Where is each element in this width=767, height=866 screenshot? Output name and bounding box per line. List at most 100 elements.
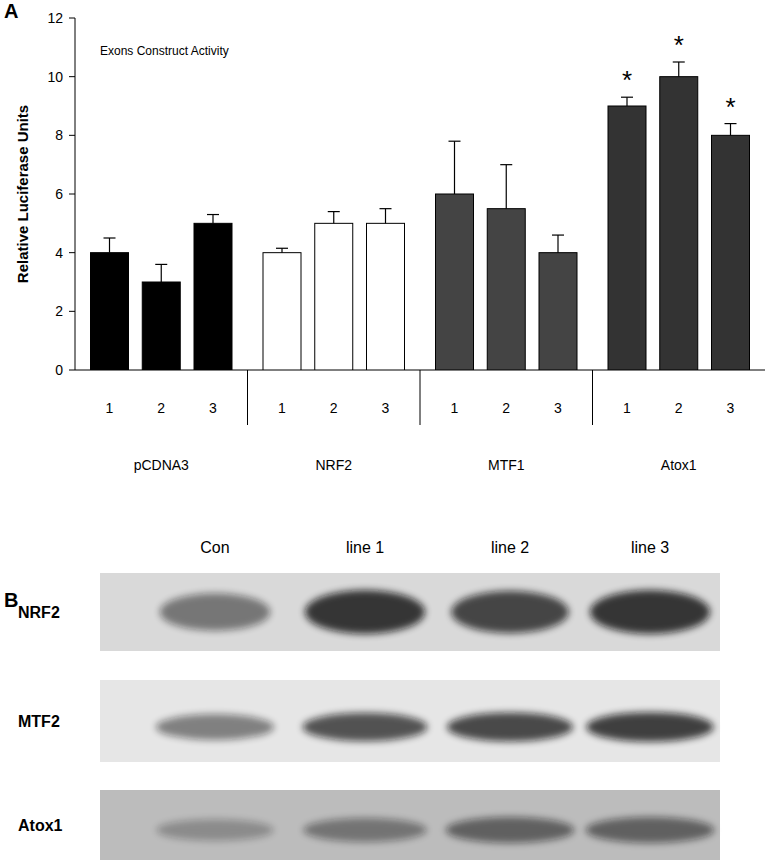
significance-mark: * xyxy=(622,65,632,95)
group-label: MTF1 xyxy=(488,457,525,473)
error-cap xyxy=(725,123,737,124)
y-tick xyxy=(69,135,75,136)
blot-band xyxy=(303,713,428,742)
chart-title: Exons Construct Activity xyxy=(100,44,229,58)
error-bar xyxy=(621,97,633,106)
y-tick xyxy=(69,194,75,195)
error-stem xyxy=(626,97,627,106)
error-stem xyxy=(385,209,386,224)
y-tick-label: 4 xyxy=(55,245,63,261)
error-cap xyxy=(328,211,340,212)
x-tick-label: 1 xyxy=(623,400,631,416)
error-stem xyxy=(161,264,162,282)
y-tick-label: 10 xyxy=(47,69,63,85)
bar xyxy=(436,194,474,370)
blot-band xyxy=(160,593,270,631)
error-cap xyxy=(673,61,685,62)
bars xyxy=(91,62,750,370)
error-bar xyxy=(673,62,685,77)
group-divider xyxy=(247,370,248,425)
error-bar xyxy=(449,141,461,194)
blot-band xyxy=(586,712,713,742)
y-tick xyxy=(69,370,75,371)
error-stem xyxy=(557,235,558,253)
blot-band xyxy=(446,817,575,843)
group-divider xyxy=(592,370,593,425)
panel-label: A xyxy=(4,0,18,22)
y-tick-label: 8 xyxy=(55,127,63,143)
significance-mark: * xyxy=(674,30,684,60)
x-tick-label: 3 xyxy=(727,400,735,416)
error-bar xyxy=(207,215,219,224)
x-tick-label: 3 xyxy=(382,400,390,416)
bar xyxy=(539,253,577,370)
error-cap xyxy=(552,234,564,235)
error-bar xyxy=(276,248,288,252)
error-bar xyxy=(380,209,392,224)
error-bar xyxy=(328,212,340,224)
blot-strip xyxy=(100,680,720,762)
error-stem xyxy=(212,215,213,224)
error-bar xyxy=(725,124,737,136)
bar xyxy=(194,223,232,370)
y-tick xyxy=(69,311,75,312)
figure: A Exons Construct Activity Relative Lucife… xyxy=(0,0,767,866)
bar xyxy=(263,253,301,370)
x-tick-label: 3 xyxy=(209,400,217,416)
blot-band xyxy=(156,714,274,740)
bar xyxy=(660,77,698,370)
blot-band xyxy=(590,590,710,634)
blot-row-label: Atox1 xyxy=(18,817,63,834)
blot-strip xyxy=(100,573,720,651)
error-bar xyxy=(552,235,564,253)
error-stem xyxy=(333,212,334,224)
blot-row-label: NRF2 xyxy=(18,604,60,621)
error-stem xyxy=(454,141,455,194)
x-tick-label: 1 xyxy=(278,400,286,416)
x-tick-label: 2 xyxy=(675,400,683,416)
panel-label: B xyxy=(4,589,18,611)
error-stem xyxy=(506,165,507,209)
y-tick xyxy=(69,76,75,77)
y-tick-label: 12 xyxy=(47,10,63,26)
error-bar xyxy=(155,264,167,282)
bar xyxy=(487,209,525,370)
x-tick-label: 2 xyxy=(330,400,338,416)
bar xyxy=(91,253,129,370)
error-cap xyxy=(104,237,116,238)
y-tick-label: 2 xyxy=(55,303,63,319)
x-tick-label: 2 xyxy=(157,400,165,416)
y-tick-label: 6 xyxy=(55,186,63,202)
x-tick-label: 3 xyxy=(554,400,562,416)
error-cap xyxy=(155,264,167,265)
error-cap xyxy=(500,164,512,165)
lane-label: line 1 xyxy=(346,539,384,556)
blot-band xyxy=(305,590,425,634)
bar xyxy=(142,282,180,370)
error-stem xyxy=(730,124,731,136)
error-stem xyxy=(109,238,110,253)
blot-band xyxy=(447,712,573,741)
y-tick-label: 0 xyxy=(55,362,63,378)
blot-strip xyxy=(100,790,720,860)
blot-band xyxy=(451,591,569,633)
bar xyxy=(608,106,646,370)
group-label: Atox1 xyxy=(661,457,697,473)
blot-band xyxy=(586,817,715,843)
blot-background xyxy=(100,790,720,860)
blot-background xyxy=(100,680,720,762)
lane-label: line 2 xyxy=(491,539,529,556)
bar xyxy=(315,223,353,370)
x-tick-label: 1 xyxy=(451,400,459,416)
error-bar xyxy=(500,165,512,209)
bar xyxy=(367,223,405,370)
group-label: NRF2 xyxy=(315,457,352,473)
bar xyxy=(712,135,750,370)
error-cap xyxy=(449,141,461,142)
error-stem xyxy=(678,62,679,77)
y-axis-label: Relative Luciferase Units xyxy=(14,105,31,283)
lane-label: Con xyxy=(200,539,229,556)
error-cap xyxy=(276,248,288,249)
significance-mark: * xyxy=(725,92,735,122)
error-bar xyxy=(104,238,116,253)
